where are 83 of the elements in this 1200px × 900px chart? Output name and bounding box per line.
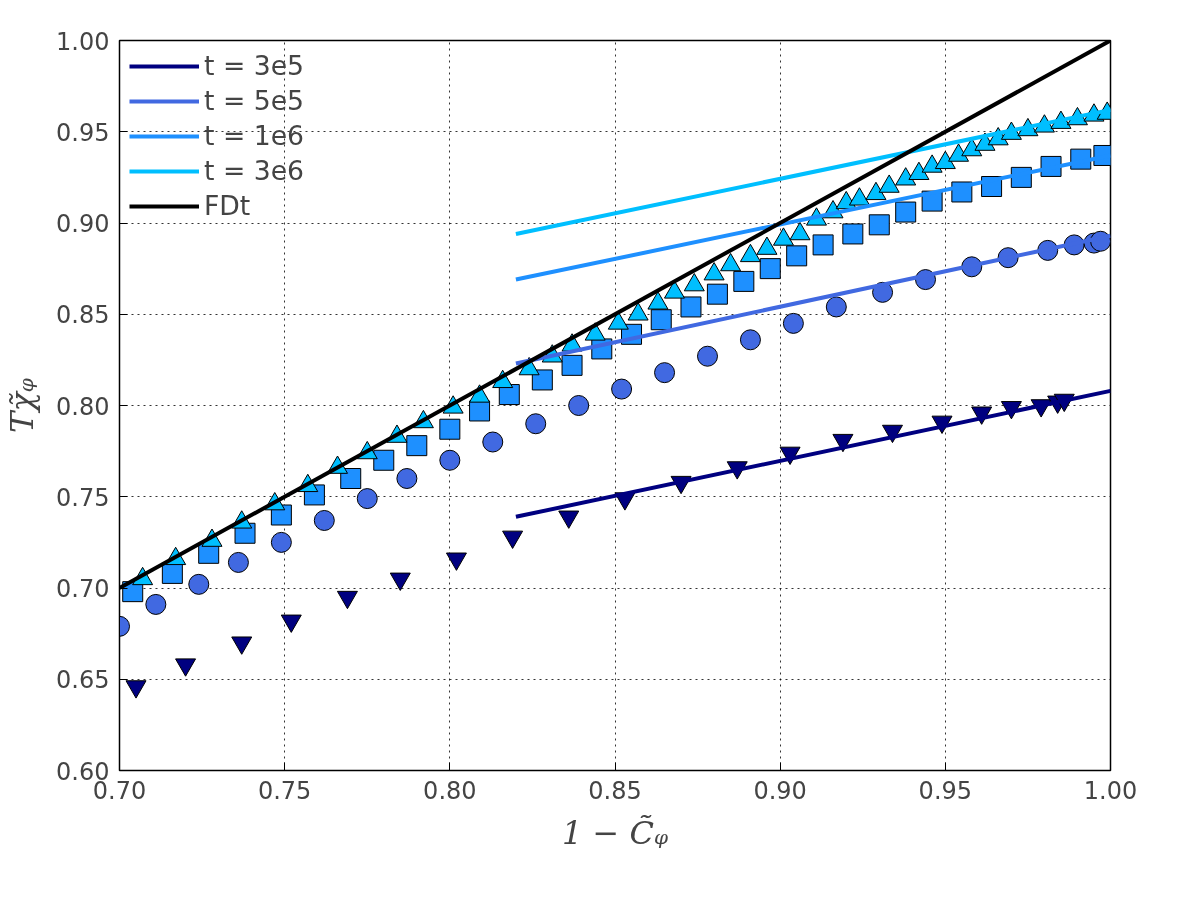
point bbox=[231, 636, 253, 655]
point bbox=[706, 283, 728, 305]
point bbox=[786, 245, 808, 267]
point bbox=[921, 154, 943, 173]
point bbox=[789, 221, 811, 241]
point bbox=[568, 395, 590, 416]
point bbox=[848, 187, 870, 206]
point bbox=[878, 174, 900, 193]
point bbox=[703, 262, 725, 281]
point bbox=[145, 593, 167, 615]
y-tick-label: 0.90 bbox=[56, 210, 110, 238]
point bbox=[934, 150, 956, 170]
point bbox=[812, 234, 834, 256]
point bbox=[340, 468, 362, 489]
point bbox=[531, 369, 553, 391]
point bbox=[720, 252, 742, 272]
legend-label: FDt bbox=[204, 190, 251, 221]
point bbox=[396, 468, 418, 489]
legend-label: t = 1e6 bbox=[204, 120, 305, 151]
point bbox=[663, 280, 685, 299]
point bbox=[356, 488, 378, 510]
y-tick-label: 0.80 bbox=[56, 392, 110, 421]
point bbox=[561, 354, 583, 376]
y-tick-label: 0.85 bbox=[56, 301, 110, 330]
y-tick-label: 0.70 bbox=[56, 575, 110, 603]
point bbox=[921, 190, 943, 212]
point bbox=[469, 400, 491, 422]
point bbox=[680, 296, 702, 318]
point bbox=[627, 302, 649, 321]
x-tick-label: 0.85 bbox=[588, 776, 642, 805]
point bbox=[439, 418, 461, 440]
point bbox=[270, 531, 292, 553]
point bbox=[280, 614, 302, 633]
point bbox=[696, 345, 718, 367]
point bbox=[948, 143, 970, 162]
point bbox=[739, 243, 761, 263]
point bbox=[825, 296, 847, 318]
x-tick-label: 0.75 bbox=[257, 776, 312, 805]
point bbox=[611, 378, 633, 400]
point bbox=[406, 435, 428, 457]
point bbox=[782, 312, 804, 334]
legend-label: t = 5e5 bbox=[204, 85, 305, 116]
x-axis-title: 1 − C̃ᵩ bbox=[561, 813, 669, 852]
x-tick-label: 1.00 bbox=[1083, 776, 1138, 805]
point bbox=[482, 431, 504, 453]
point bbox=[756, 236, 778, 255]
legend-label: t = 3e6 bbox=[204, 155, 305, 186]
point bbox=[961, 137, 983, 157]
point bbox=[733, 270, 755, 292]
legend-label: t = 3e5 bbox=[204, 50, 305, 81]
point bbox=[175, 658, 197, 677]
point bbox=[373, 449, 395, 471]
x-tick-label: 0.95 bbox=[918, 776, 973, 805]
point bbox=[188, 573, 210, 595]
point bbox=[759, 258, 781, 280]
point bbox=[772, 227, 794, 246]
point bbox=[313, 509, 335, 531]
point bbox=[227, 551, 249, 573]
point bbox=[445, 552, 467, 571]
y-tick-label: 0.65 bbox=[56, 666, 110, 695]
y-tick-label: 1.00 bbox=[56, 27, 110, 56]
point bbox=[868, 214, 890, 236]
point bbox=[647, 291, 669, 310]
point bbox=[908, 161, 930, 180]
point bbox=[525, 413, 547, 435]
point bbox=[650, 309, 672, 331]
point bbox=[389, 572, 411, 591]
point bbox=[895, 201, 917, 223]
x-tick-label: 0.90 bbox=[753, 776, 807, 805]
point bbox=[683, 273, 705, 292]
point bbox=[842, 223, 864, 245]
point bbox=[865, 181, 887, 201]
point bbox=[654, 362, 676, 384]
point bbox=[336, 590, 358, 610]
point bbox=[895, 167, 917, 186]
y-axis-title: Tχ̃ᵩ bbox=[3, 378, 42, 433]
x-tick-label: 0.80 bbox=[423, 776, 477, 805]
point bbox=[739, 329, 761, 351]
point bbox=[125, 680, 147, 699]
y-tick-label: 0.75 bbox=[56, 483, 110, 512]
y-tick-label: 0.95 bbox=[56, 118, 110, 147]
point bbox=[502, 530, 524, 549]
point bbox=[439, 449, 461, 471]
